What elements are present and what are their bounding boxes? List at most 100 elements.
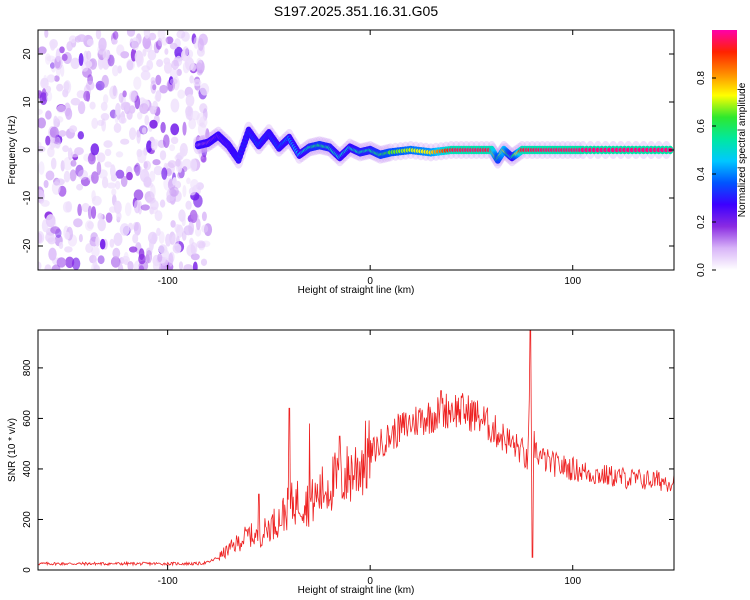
spectrogram-cell bbox=[107, 54, 115, 67]
spectrogram-cell bbox=[48, 247, 57, 261]
spectrogram-cell bbox=[86, 38, 94, 47]
spectrogram-cell bbox=[159, 199, 166, 208]
spectrogram-cell bbox=[121, 101, 131, 109]
spectrogram-cell bbox=[196, 240, 206, 249]
spectrogram-cell bbox=[182, 166, 188, 173]
spectrogram-cell bbox=[129, 246, 138, 253]
spectrogram-cell bbox=[146, 140, 153, 153]
colorbar-tick-label: 0.8 bbox=[696, 71, 707, 85]
spectrogram-cell bbox=[56, 83, 64, 92]
spectrogram-cell bbox=[133, 189, 144, 201]
spectrogram-cell bbox=[49, 126, 59, 138]
spectrogram-cell bbox=[165, 233, 172, 247]
spectrogram-cell bbox=[49, 39, 58, 49]
spectrogram-cell bbox=[188, 221, 195, 236]
spectrogram-cell bbox=[45, 110, 52, 120]
spectrogram-cell bbox=[185, 200, 192, 210]
snr-frame bbox=[37, 329, 675, 571]
spectrogram-cell bbox=[129, 38, 134, 49]
snr-y-label: SNR (10 * v/v) bbox=[7, 418, 18, 482]
spectrogram-cell bbox=[101, 74, 109, 88]
spectrogram-cell bbox=[193, 36, 200, 49]
spectrogram-cell bbox=[170, 98, 180, 113]
spectrogram-cell bbox=[112, 247, 121, 259]
spectrogram-cell bbox=[117, 263, 124, 270]
spectrogram-cell bbox=[118, 116, 127, 124]
spectrogram-cell bbox=[127, 261, 134, 270]
spectrogram-cell bbox=[45, 214, 56, 228]
spectrogram-cell bbox=[142, 103, 149, 111]
spectrogram-cell bbox=[169, 42, 178, 50]
colorbar-tick-label: 0.0 bbox=[696, 263, 707, 277]
spectrogram-cell bbox=[196, 47, 205, 57]
spectrogram-cell bbox=[185, 106, 194, 117]
spectrogram-cell bbox=[100, 101, 108, 111]
spectrogram-cell bbox=[63, 157, 73, 171]
spectrogram-cell bbox=[115, 180, 121, 190]
spectrogram-cell bbox=[47, 146, 55, 158]
spectrogram-cell bbox=[50, 157, 57, 170]
spectrogram-x-ticks: -100 0 100 bbox=[158, 30, 582, 287]
spectrogram-cell bbox=[120, 255, 131, 265]
spectrogram-cell bbox=[83, 90, 90, 102]
spectrogram-cell bbox=[160, 121, 166, 134]
spectrogram-cell bbox=[77, 131, 85, 140]
spectrogram-cell bbox=[169, 186, 179, 197]
spectrogram-cell bbox=[181, 230, 187, 241]
spectrogram-cell bbox=[177, 89, 186, 99]
spectrogram-cell bbox=[189, 158, 198, 172]
spectrogram-cell bbox=[118, 92, 124, 103]
spectrogram-cell bbox=[58, 241, 64, 249]
y-tick-label: 20 bbox=[22, 48, 33, 60]
spectrogram-cell bbox=[38, 117, 46, 129]
spectrogram-cell bbox=[115, 102, 121, 116]
snr-y-ticks: 0 200 400 600 800 bbox=[22, 359, 674, 573]
colorbar-tick-label: 0.2 bbox=[696, 215, 707, 229]
colorbar-tick-label: 0.6 bbox=[696, 119, 707, 133]
spectrogram-cell bbox=[170, 220, 176, 228]
spectrogram-cell bbox=[103, 94, 109, 104]
spectrogram-cell bbox=[77, 203, 82, 216]
spectrogram-cell bbox=[102, 49, 110, 61]
spectrogram-x-label: Height of straight line (km) bbox=[298, 285, 415, 296]
spectrogram-cell bbox=[150, 80, 157, 94]
spectrogram-cell bbox=[153, 165, 163, 176]
spectrogram-cell bbox=[50, 226, 61, 234]
spectrogram-cell bbox=[45, 85, 52, 93]
spectrogram-cell bbox=[47, 237, 56, 245]
spectrogram-cell bbox=[59, 46, 65, 54]
spectrogram-cell bbox=[189, 209, 198, 223]
spectrogram-cell bbox=[109, 238, 115, 248]
y-tick-label: 200 bbox=[22, 511, 33, 528]
spectrogram-cell bbox=[70, 160, 77, 167]
spectrogram-cell bbox=[159, 84, 168, 94]
spectrogram-cell bbox=[152, 159, 161, 166]
spectrogram-cell bbox=[62, 201, 71, 213]
x-tick-label: -100 bbox=[158, 276, 178, 287]
spectrogram-cell bbox=[195, 62, 203, 71]
y-tick-label: 600 bbox=[22, 410, 33, 427]
spectrogram-cell bbox=[193, 78, 202, 87]
spectrogram-cell bbox=[65, 256, 75, 268]
spectrogram-cell bbox=[112, 31, 119, 40]
spectrogram-cell bbox=[161, 37, 168, 46]
spectrogram-cell bbox=[46, 74, 56, 83]
spectrogram-cell bbox=[166, 188, 176, 202]
spectrogram-cell bbox=[112, 65, 119, 77]
spectrogram-cell bbox=[176, 30, 186, 39]
spectrogram-cell bbox=[70, 57, 80, 69]
spectrogram-cell bbox=[196, 218, 201, 231]
spectrogram-cell bbox=[120, 175, 128, 188]
spectrogram-cell bbox=[105, 212, 113, 223]
spectrogram-cell bbox=[145, 254, 150, 264]
spectrogram-cell bbox=[132, 233, 139, 244]
spectrogram-cell bbox=[74, 147, 84, 156]
spectrogram-cell bbox=[95, 80, 105, 91]
spectrogram-cell bbox=[40, 77, 49, 89]
colorbar-label: Normalized spectral amplitude bbox=[737, 82, 748, 217]
spectrogram-cell bbox=[172, 177, 178, 186]
spectrogram-cell bbox=[171, 59, 180, 70]
spectrogram-cell bbox=[174, 46, 184, 59]
spectrogram-cell bbox=[195, 227, 202, 237]
